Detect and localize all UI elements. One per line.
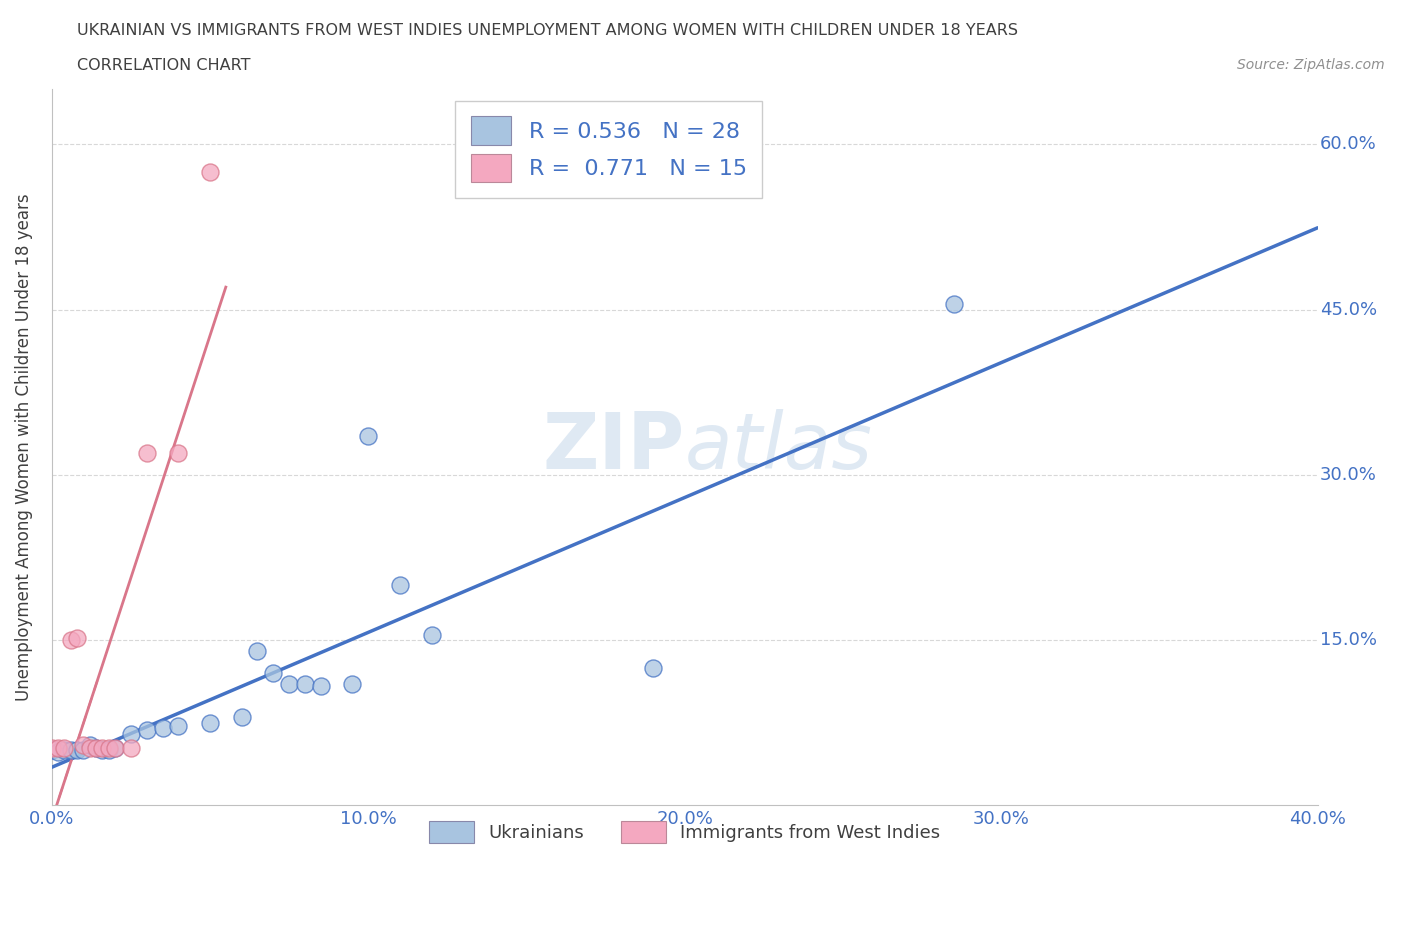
Point [120,726,142,741]
Point [135,723,157,737]
Point [388,578,411,592]
Point [198,715,221,730]
Point [91,743,114,758]
Text: UKRAINIAN VS IMMIGRANTS FROM WEST INDIES UNEMPLOYMENT AMONG WOMEN WITH CHILDREN : UKRAINIAN VS IMMIGRANTS FROM WEST INDIES… [77,23,1018,38]
Text: 60.0%: 60.0% [1320,136,1376,153]
Point [342,677,364,692]
Point [53,740,76,755]
Point [84,740,107,755]
Point [66,743,89,758]
Point [262,666,284,681]
Point [942,297,965,312]
Text: atlas: atlas [685,409,873,485]
Point [641,660,664,675]
Point [84,740,107,755]
Point [79,740,101,755]
Y-axis label: Unemployment Among Women with Children Under 18 years: Unemployment Among Women with Children U… [15,193,32,701]
Point [104,740,127,755]
Point [198,165,221,179]
Text: 15.0%: 15.0% [1320,631,1376,649]
Point [357,429,380,444]
Point [309,679,332,694]
Point [104,740,127,755]
Point [97,740,120,755]
Point [294,677,316,692]
Point [420,627,443,642]
Point [278,677,301,692]
Text: CORRELATION CHART: CORRELATION CHART [77,58,250,73]
Point [231,710,253,724]
Point [97,743,120,758]
Point [46,745,69,760]
Point [167,719,190,734]
Point [79,737,101,752]
Point [41,743,63,758]
Point [46,740,69,755]
Text: 30.0%: 30.0% [1320,466,1376,484]
Point [59,743,82,758]
Point [41,740,63,755]
Point [66,631,89,645]
Text: 45.0%: 45.0% [1320,300,1378,319]
Text: Source: ZipAtlas.com: Source: ZipAtlas.com [1237,58,1385,72]
Point [120,740,142,755]
Point [167,445,190,460]
Point [72,737,94,752]
Text: ZIP: ZIP [543,409,685,485]
Point [53,743,76,758]
Point [135,445,157,460]
Point [91,740,114,755]
Legend: Ukrainians, Immigrants from West Indies: Ukrainians, Immigrants from West Indies [422,814,948,850]
Point [59,632,82,647]
Point [152,721,174,736]
Point [72,743,94,758]
Point [246,644,269,658]
